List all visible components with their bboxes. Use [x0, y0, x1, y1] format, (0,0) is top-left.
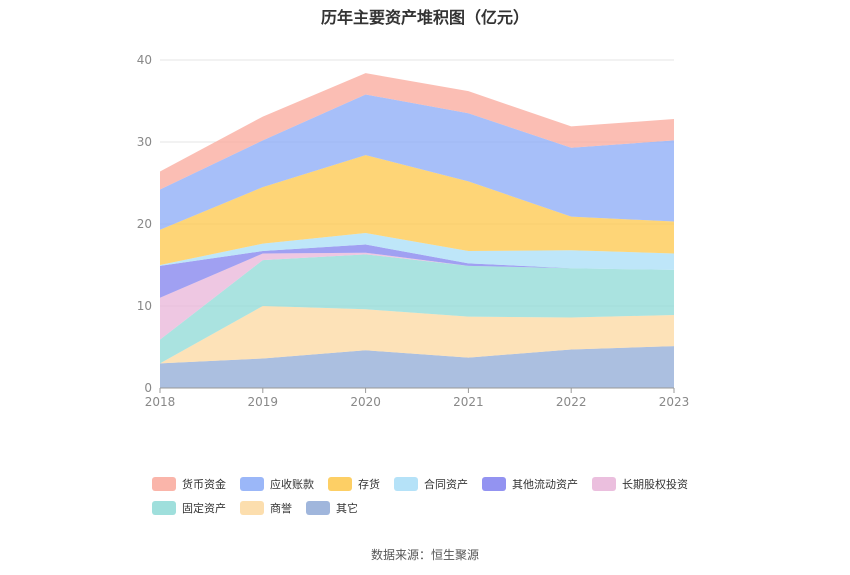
legend-label: 其他流动资产	[512, 478, 578, 491]
x-tick-label: 2018	[145, 395, 176, 409]
area-应收账款	[160, 94, 674, 230]
x-tick-label: 2022	[556, 395, 587, 409]
legend-item[interactable]: 长期股权投资	[592, 472, 688, 496]
legend-item[interactable]: 其它	[306, 496, 358, 520]
legend: 货币资金 应收账款 存货 合同资产 其他流动资产 长期股权投资固定资产 商誉 其它	[152, 472, 732, 520]
legend-item[interactable]: 合同资产	[394, 472, 468, 496]
legend-swatch	[482, 477, 506, 491]
legend-label: 固定资产	[182, 502, 226, 515]
legend-item[interactable]: 固定资产	[152, 496, 226, 520]
stacked-area-chart: 0 10 20 30 40 2018 2019 2020 2021 2022 2023	[137, 53, 690, 409]
legend-item[interactable]: 存货	[328, 472, 380, 496]
area-存货	[160, 155, 674, 265]
legend-swatch	[394, 477, 418, 491]
legend-label: 长期股权投资	[622, 478, 688, 491]
legend-item[interactable]: 商誉	[240, 496, 292, 520]
legend-swatch	[152, 477, 176, 491]
y-tick-label: 0	[144, 381, 152, 395]
area-series	[160, 73, 674, 388]
legend-label: 应收账款	[270, 478, 314, 491]
legend-swatch	[328, 477, 352, 491]
legend-swatch	[240, 477, 264, 491]
y-tick-label: 30	[137, 135, 152, 149]
legend-label: 货币资金	[182, 478, 226, 491]
legend-label: 合同资产	[424, 478, 468, 491]
legend-swatch	[152, 501, 176, 515]
y-tick-label: 40	[137, 53, 152, 67]
x-tick-label: 2020	[350, 395, 381, 409]
legend-item[interactable]: 货币资金	[152, 472, 226, 496]
legend-label: 商誉	[270, 502, 292, 515]
area-商誉	[160, 306, 674, 364]
legend-swatch	[306, 501, 330, 515]
y-tick-label: 20	[137, 217, 152, 231]
legend-label: 存货	[358, 478, 380, 491]
area-固定资产	[160, 254, 674, 364]
data-source: 数据来源：恒生聚源	[370, 548, 479, 562]
area-其它	[160, 346, 674, 388]
area-货币资金	[160, 73, 674, 190]
x-tick-label: 2021	[453, 395, 484, 409]
legend-item[interactable]: 应收账款	[240, 472, 314, 496]
x-tick-label: 2023	[659, 395, 690, 409]
legend-swatch	[240, 501, 264, 515]
chart-title: 历年主要资产堆积图（亿元）	[320, 8, 529, 27]
legend-item[interactable]: 其他流动资产	[482, 472, 578, 496]
legend-label: 其它	[336, 502, 358, 515]
axes: 0 10 20 30 40 2018 2019 2020 2021 2022 2023	[137, 53, 690, 409]
x-tick-label: 2019	[248, 395, 279, 409]
area-其他流动资产	[160, 244, 674, 298]
area-合同资产	[160, 233, 674, 270]
legend-swatch	[592, 477, 616, 491]
y-tick-label: 10	[137, 299, 152, 313]
